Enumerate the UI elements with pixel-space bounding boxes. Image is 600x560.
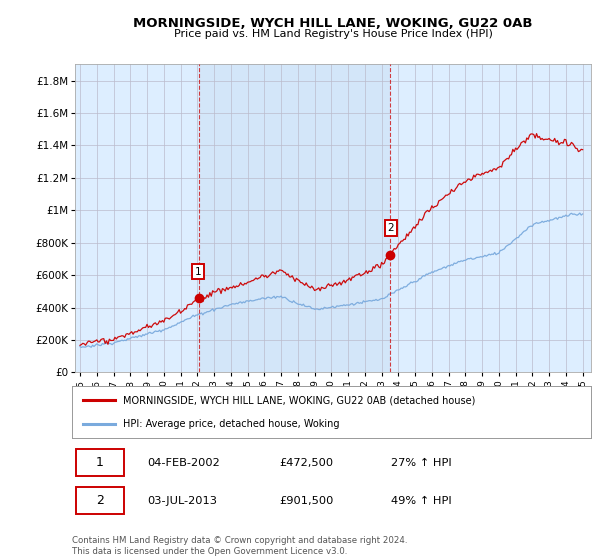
Text: Contains HM Land Registry data © Crown copyright and database right 2024.
This d: Contains HM Land Registry data © Crown c… (72, 536, 407, 556)
FancyBboxPatch shape (76, 487, 124, 514)
Text: £472,500: £472,500 (280, 458, 334, 468)
Text: 2: 2 (388, 223, 394, 233)
Text: 03-JUL-2013: 03-JUL-2013 (147, 496, 217, 506)
Text: £901,500: £901,500 (280, 496, 334, 506)
Text: MORNINGSIDE, WYCH HILL LANE, WOKING, GU22 0AB (detached house): MORNINGSIDE, WYCH HILL LANE, WOKING, GU2… (123, 395, 475, 405)
Text: 04-FEB-2002: 04-FEB-2002 (147, 458, 220, 468)
Text: 27% ↑ HPI: 27% ↑ HPI (391, 458, 452, 468)
Text: 49% ↑ HPI: 49% ↑ HPI (391, 496, 452, 506)
Text: 1: 1 (194, 267, 201, 277)
Text: MORNINGSIDE, WYCH HILL LANE, WOKING, GU22 0AB: MORNINGSIDE, WYCH HILL LANE, WOKING, GU2… (133, 17, 533, 30)
Text: Price paid vs. HM Land Registry's House Price Index (HPI): Price paid vs. HM Land Registry's House … (173, 29, 493, 39)
Bar (199, 64, 390, 372)
FancyBboxPatch shape (76, 449, 124, 476)
Text: 2: 2 (96, 494, 104, 507)
Text: 1: 1 (96, 456, 104, 469)
Text: HPI: Average price, detached house, Woking: HPI: Average price, detached house, Woki… (123, 419, 340, 429)
